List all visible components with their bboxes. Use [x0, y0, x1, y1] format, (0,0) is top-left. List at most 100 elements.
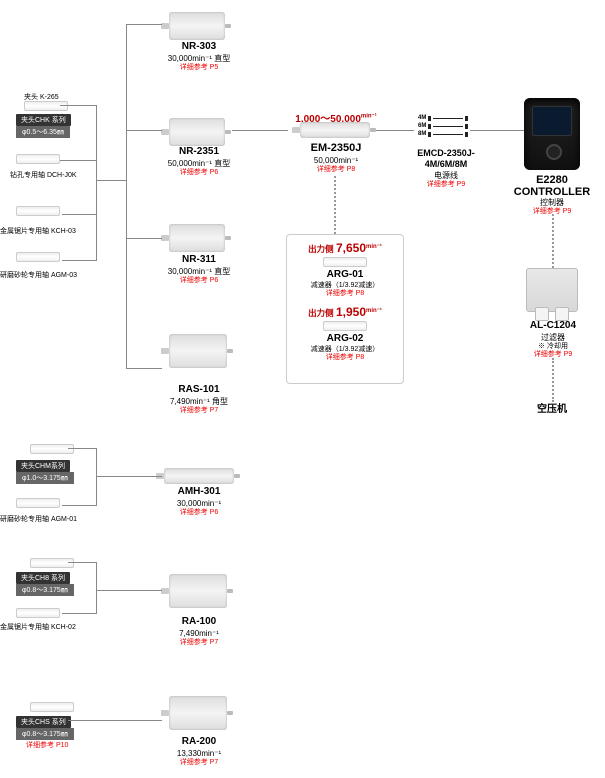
product-AMH-301-label: AMH-301 30,000min⁻¹ 详细参考 P6: [163, 486, 235, 517]
model: RA-100: [163, 616, 235, 629]
cable-len-0: 4M: [418, 115, 426, 121]
product-image: [169, 334, 227, 368]
cable-label: 电源线: [408, 171, 484, 181]
conn-NR-2351: [126, 130, 162, 131]
compressor: 空压机: [530, 404, 574, 417]
acc-AGM-01-img: [16, 498, 60, 508]
conn-g4-to-product: [68, 720, 162, 721]
arg02-out-label: 出力侧: [308, 308, 334, 318]
acc-KCH-03-img: [16, 206, 60, 216]
model: AMH-301: [163, 486, 235, 499]
model: RA-200: [163, 736, 235, 749]
conn-main-h3: [470, 130, 524, 131]
conn-g2-to-product: [96, 476, 162, 477]
dotted-controller-filter: [552, 214, 554, 268]
product-NR-303-label: NR-303 30,000min⁻¹ 直型 详细参考 P5: [163, 41, 235, 72]
collet-k265-img: [24, 101, 68, 111]
dotted-filter-compressor: [552, 358, 554, 402]
arg02-img: [323, 321, 367, 331]
arg01-model: ARG-01: [291, 269, 399, 282]
conn-g3-v: [96, 562, 97, 614]
filter-note: ※ 冷却用: [516, 343, 590, 352]
spec: 50,000min⁻¹ 直型: [163, 159, 235, 169]
controller-label: 控制器: [512, 198, 592, 208]
conn-g1-kch03: [62, 214, 96, 215]
group3-pills: 夹头CH8 系列 φ0.8〜3.175㎜: [16, 572, 74, 596]
product-image: [169, 224, 225, 252]
acc-KCH-03-label: 金属锯片专用轴 KCH-03: [0, 226, 76, 236]
cable-len-2: 8M: [418, 131, 426, 137]
arg01-img: [323, 257, 367, 267]
product-RAS-101-label: RAS-101 7,490min⁻¹ 角型 详细参考 P7: [163, 384, 235, 415]
arg01-out-label: 出力侧: [308, 244, 334, 254]
conn-NR-311: [126, 238, 162, 239]
arg02-ref: 详细参考 P8: [291, 354, 399, 363]
compressor-label: 空压机: [530, 404, 574, 417]
controller-model: E2280 CONTROLLER: [512, 174, 592, 198]
conn-g3-b: [62, 613, 96, 614]
group4-top-img: [30, 702, 74, 712]
acc-KCH-02-img: [16, 608, 60, 618]
acc-DCH-J0K-img: [16, 154, 60, 164]
conn-g2-v: [96, 448, 97, 506]
product-image: [164, 468, 234, 484]
arg01-unit: min⁻¹: [366, 244, 382, 250]
arg-box: 出力侧 7,650min⁻¹ ARG-01 减速器（1/3.92减速） 详细参考…: [286, 234, 404, 384]
series-pill: 夹头CHK 系列: [16, 114, 71, 126]
product-NR-311: [169, 224, 225, 252]
conn-RAS-101: [126, 368, 162, 369]
arg02-spec: 减速器（1/3.92减速）: [291, 346, 399, 355]
arg01-ref: 详细参考 P8: [291, 290, 399, 299]
filter-label: 过滤器: [516, 333, 590, 343]
cable-label-block: EMCD-2350J-4M/6M/8M 电源线 详细参考 P9: [408, 148, 484, 189]
range-pill: φ0.8〜3.175㎜: [16, 728, 74, 740]
ref: 详细参考 P6: [163, 509, 235, 518]
product-RA-100: [169, 574, 227, 608]
spec: 7,490min⁻¹ 角型: [163, 397, 235, 407]
motor-label-block: EM-2350J 50,000min⁻¹ 详细参考 P8: [296, 142, 376, 175]
filter-label-block: AL-C1204 过滤器 ※ 冷却用 详细参考 P9: [516, 320, 590, 360]
conn-g2-b: [62, 505, 96, 506]
conn-NR-303: [126, 24, 162, 25]
motor-ref: 详细参考 P8: [296, 166, 376, 175]
acc-AGM-03-label: 研磨砂轮专用轴 AGM-03: [0, 270, 77, 280]
acc-KCH-02-label: 金属锯片专用轴 KCH-02: [0, 622, 76, 632]
group3-top-img: [30, 558, 74, 568]
conn-main-h1: [232, 130, 288, 131]
conn-main-h2: [376, 130, 414, 131]
cable-ref: 详细参考 P9: [408, 181, 484, 190]
ref: 详细参考 P7: [163, 407, 235, 416]
cable-model: EMCD-2350J-4M/6M/8M: [408, 148, 484, 171]
motor-image: [300, 122, 370, 138]
model: RAS-101: [163, 384, 235, 397]
product-NR-303: [169, 12, 225, 40]
product-NR-2351: [169, 118, 225, 146]
conn-g3-to-product: [96, 590, 162, 591]
group1-pills: 夹头CHK 系列 φ0.5〜6.35㎜: [16, 114, 71, 138]
arg01-spec: 减速器（1/3.92减速）: [291, 282, 399, 291]
product-image: [169, 696, 227, 730]
ref: 详细参考 P5: [163, 64, 235, 73]
controller-label-block: E2280 CONTROLLER 控制器 详细参考 P9: [512, 174, 592, 217]
arg01-out-value: 7,650: [336, 241, 366, 255]
acc-AGM-03-img: [16, 252, 60, 262]
range-pill: φ0.5〜6.35㎜: [16, 126, 70, 138]
acc-DCH-J0K-label: 钻孔专用轴 DCH-J0K: [10, 170, 77, 180]
arg02-model: ARG-02: [291, 333, 399, 346]
range-pill: φ0.8〜3.175㎜: [16, 584, 74, 596]
model: NR-303: [163, 41, 235, 54]
conn-g1-k265: [60, 105, 96, 106]
arg02-output: 出力侧 1,950min⁻¹: [291, 305, 399, 319]
product-RA-200-label: RA-200 13,330min⁻¹ 详细参考 P7: [163, 736, 235, 767]
motor-spec: 50,000min⁻¹: [296, 156, 376, 166]
ref: 详细参考 P6: [163, 169, 235, 178]
arg02-out-value: 1,950: [336, 305, 366, 319]
acc-AGM-01-label: 研磨砂轮专用轴 AGM-01: [0, 514, 77, 524]
model: NR-2351: [163, 146, 235, 159]
group2-pills: 夹头CHM系列 φ1.0〜3.175㎜: [16, 460, 74, 484]
spec: 7,490min⁻¹: [163, 629, 235, 639]
motor-range-unit: min⁻¹: [361, 114, 377, 120]
product-RA-200: [169, 696, 227, 730]
product-RA-100-label: RA-100 7,490min⁻¹ 详细参考 P7: [163, 616, 235, 647]
product-AMH-301: [164, 468, 234, 484]
